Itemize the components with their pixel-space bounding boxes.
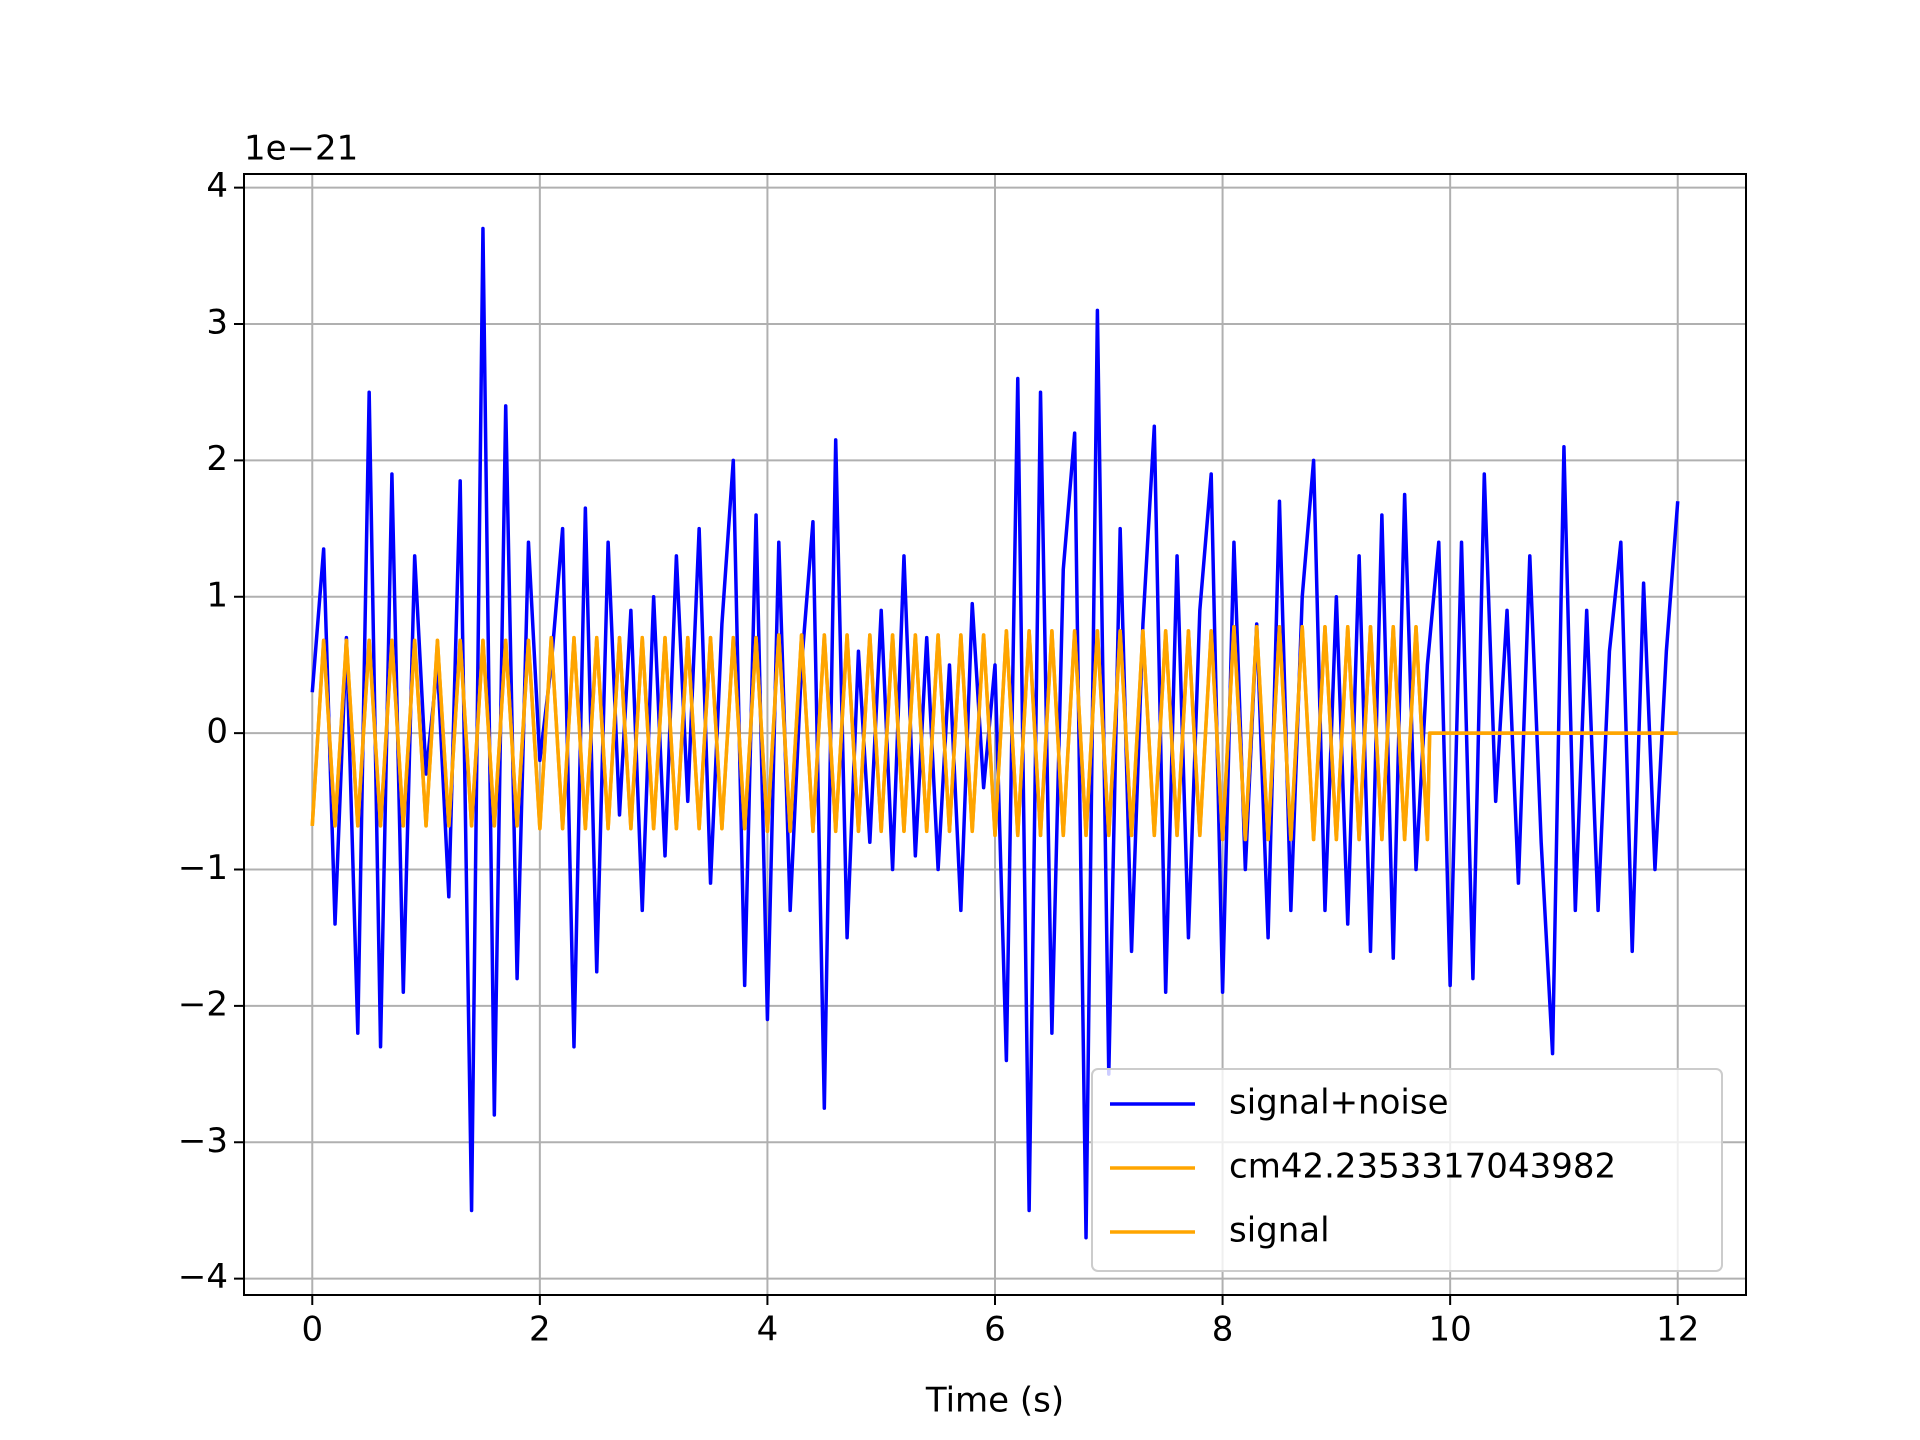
x-tick-label: 4 [757,1310,779,1350]
y-tick-label: 3 [206,303,228,343]
x-tick-label: 0 [301,1310,323,1350]
y-tick-label: −1 [178,848,228,888]
series-line [310,625,1678,842]
x-tick-label: 8 [1212,1310,1234,1350]
plot-lines [310,226,1680,1240]
legend-label: signal+noise [1229,1083,1449,1123]
x-tick-label: 12 [1656,1310,1699,1350]
y-tick-label: 4 [206,166,228,206]
x-tick-label: 2 [529,1310,551,1350]
series-line [310,226,1680,1240]
legend: signal+noise cm42.2353317043982 signal [1091,1068,1723,1272]
x-tick-label: 6 [984,1310,1006,1350]
y-tick-label: −3 [178,1121,228,1161]
legend-label: cm42.2353317043982 [1229,1147,1616,1187]
x-tick-label: 10 [1429,1310,1472,1350]
grid [244,174,1746,1295]
y-tick-label: 0 [206,712,228,752]
legend-box [1091,1068,1723,1272]
x-axis-label: Time (s) [925,1381,1064,1421]
y-tick-label: 1 [206,575,228,615]
y-tick-label: 2 [206,439,228,479]
y-tick-label: −2 [178,984,228,1024]
legend-label: signal [1229,1211,1330,1251]
y-tick-label: −4 [178,1257,228,1297]
y-offset-label: 1e−21 [244,129,358,169]
